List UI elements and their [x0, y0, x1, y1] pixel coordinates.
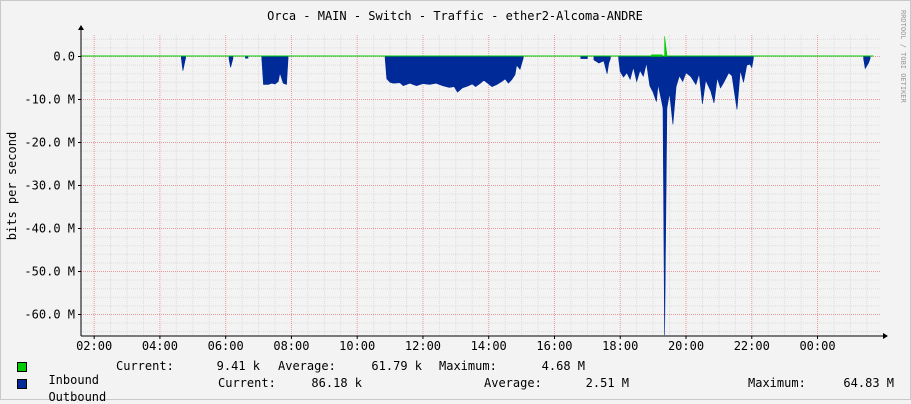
- x-tick-label: 20:00: [668, 339, 704, 353]
- x-tick-label: 16:00: [536, 339, 572, 353]
- outbound-area: [181, 56, 871, 336]
- x-tick-label: 02:00: [76, 339, 112, 353]
- x-tick-label: 06:00: [208, 339, 244, 353]
- x-tick-label: 18:00: [602, 339, 638, 353]
- x-tick-labels: 02:00 04:00 06:00 08:00 10:00 12:00 14:00 16:00…: [76, 336, 836, 353]
- outbound-maximum-value: 64.83 M: [843, 376, 894, 390]
- outbound-name: Outbound: [48, 390, 107, 404]
- inbound-current-value: 9.41 k: [216, 359, 260, 373]
- outbound-maximum-label: Maximum:: [748, 376, 806, 390]
- inbound-current-label: Current:: [116, 359, 174, 373]
- inbound-maximum-value: 4.68 M: [541, 359, 585, 373]
- x-tick-label: 22:00: [734, 339, 770, 353]
- y-axis-label: bits per second: [5, 132, 19, 240]
- inbound-name: Inbound: [48, 373, 100, 387]
- inbound-average-value: 61.79 k: [371, 359, 422, 373]
- rrdtool-watermark: RRDTOOL / TOBI OETIKER: [899, 10, 907, 104]
- chart-title: Orca - MAIN - Switch - Traffic - ether2-…: [267, 9, 643, 23]
- y-tick-label: -30.0 M: [24, 179, 75, 193]
- inbound-maximum-label: Maximum:: [439, 359, 497, 373]
- x-tick-label: 04:00: [142, 339, 178, 353]
- x-axis-arrow: [883, 333, 888, 339]
- y-tick-label: -50.0 M: [24, 265, 75, 279]
- x-tick-label: 08:00: [273, 339, 309, 353]
- y-tick-label: -20.0 M: [24, 136, 75, 150]
- inbound-average-label: Average:: [278, 359, 336, 373]
- y-tick-label: -60.0 M: [24, 308, 75, 322]
- y-axis-arrow: [78, 25, 84, 30]
- outbound-average-value: 2.51 M: [585, 376, 629, 390]
- y-tick-label: -40.0 M: [24, 222, 75, 236]
- outbound-average-label: Average:: [484, 376, 542, 390]
- inbound-swatch: [17, 362, 27, 372]
- outbound-swatch: [17, 379, 27, 389]
- outbound-current-value: 86.18 k: [311, 376, 362, 390]
- x-tick-label: 00:00: [799, 339, 835, 353]
- grid: [81, 35, 880, 336]
- series-areas: [81, 36, 874, 336]
- y-tick-label: 0.0: [53, 50, 75, 64]
- x-tick-label: 10:00: [339, 339, 375, 353]
- legend-inbound: Inbound: [34, 359, 99, 387]
- outbound-current-label: Current:: [218, 376, 276, 390]
- y-tick-labels: 0.0 -10.0 M -20.0 M -30.0 M -40.0 M -50.0 M -6…: [24, 50, 81, 322]
- x-tick-label: 12:00: [405, 339, 441, 353]
- y-tick-label: -10.0 M: [24, 93, 75, 107]
- x-tick-label: 14:00: [471, 339, 507, 353]
